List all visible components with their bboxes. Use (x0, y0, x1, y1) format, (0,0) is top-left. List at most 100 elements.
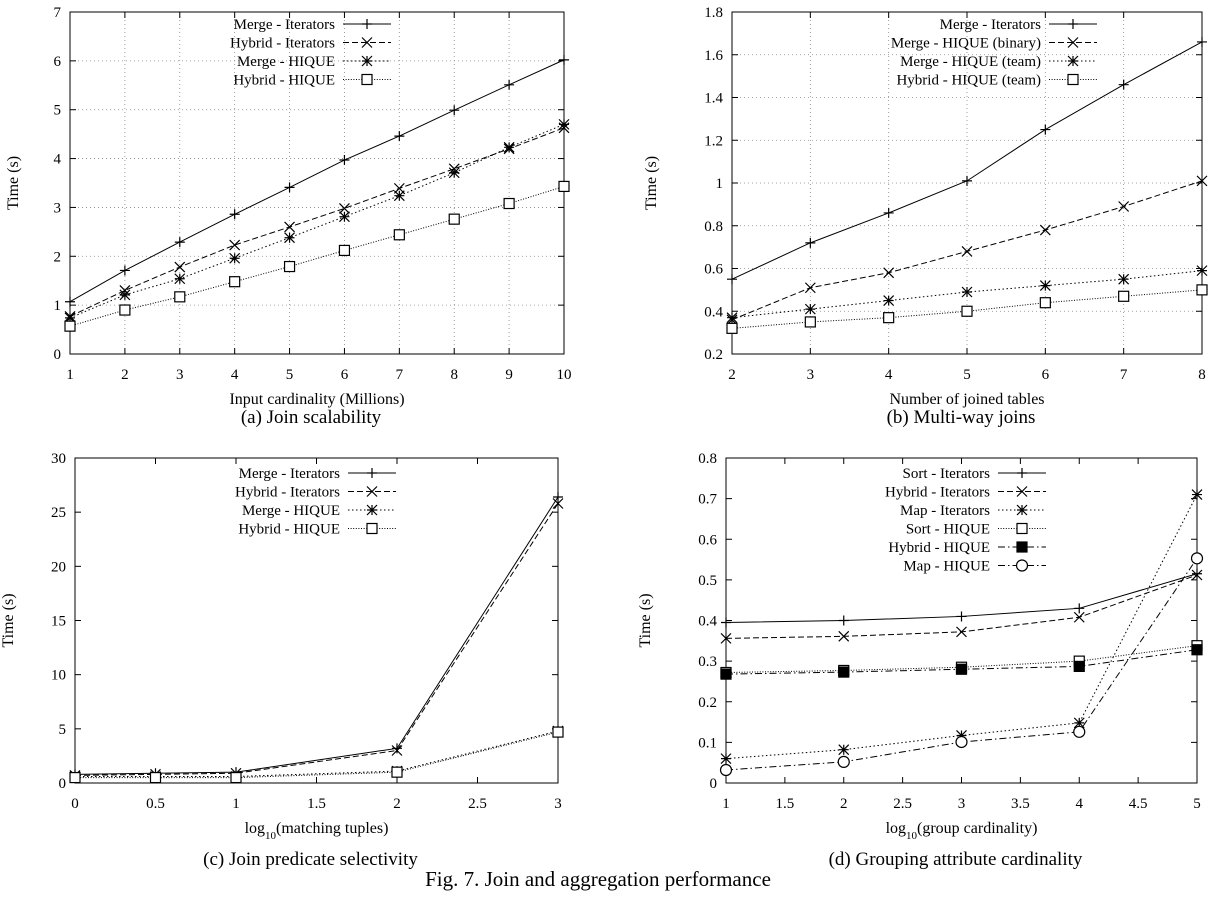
subfigure-caption: (c) Join predicate selectivity (203, 849, 418, 870)
y-tick-label: 1 (54, 298, 62, 314)
data-point-plus (449, 105, 460, 116)
x-tick-label: 9 (505, 367, 513, 383)
legend-label: Merge - Iterators (234, 17, 336, 33)
legend-label: Map - Iterators (900, 503, 990, 519)
x-tick-label: 2.5 (468, 796, 487, 812)
data-point-square (552, 726, 564, 738)
data-point-square (283, 260, 296, 273)
x-tick-label: 2 (393, 796, 401, 812)
legend-marker (1016, 541, 1028, 553)
y-tick-label: 0.6 (704, 262, 723, 278)
data-point-x (391, 745, 403, 756)
series-line (75, 731, 559, 779)
data-point-star (838, 744, 850, 756)
x-axis-label: log10(matching tuples) (245, 820, 389, 842)
x-tick-label: 8 (1198, 367, 1206, 383)
y-tick-label: 0 (710, 776, 718, 792)
y-tick-label: 0 (59, 776, 67, 792)
data-point-square (69, 771, 81, 784)
x-tick-label: 1 (232, 796, 240, 812)
data-point-star (64, 312, 76, 324)
y-tick-label: 0 (54, 347, 62, 363)
legend-label: Merge - HIQUE (binary) (891, 36, 1041, 52)
data-point-star (229, 252, 241, 264)
x-tick-label: 4 (231, 367, 239, 383)
series-line (69, 123, 565, 319)
legend-marker (1067, 55, 1079, 67)
y-tick-label: 25 (51, 505, 66, 521)
data-point-plus (1197, 36, 1207, 47)
legend-label: Merge - HIQUE (242, 503, 340, 519)
data-point-square (1039, 297, 1051, 309)
legend-label: Hybrid - HIQUE (233, 73, 335, 89)
legend-marker (361, 55, 373, 67)
data-point-x (720, 632, 732, 644)
data-point-star (1073, 717, 1085, 729)
data-point-circle (1190, 552, 1204, 565)
data-point-square (230, 771, 242, 784)
data-point-plus (838, 615, 849, 626)
data-point-star (339, 211, 350, 223)
data-point-filledsquare (1191, 644, 1203, 656)
legend-marker (361, 37, 373, 48)
legend-label: Merge - Iterators (239, 466, 341, 482)
x-axis-label: Number of joined tables (889, 391, 1044, 408)
x-tick-label: 7 (396, 367, 404, 383)
series-line (74, 496, 559, 775)
y-tick-label: 10 (51, 668, 66, 684)
y-tick-label: 0.2 (704, 347, 723, 363)
legend-marker (361, 73, 373, 86)
x-tick-label: 6 (1042, 367, 1050, 383)
data-point-plus (559, 54, 569, 65)
series-line (725, 645, 1198, 673)
data-point-square (119, 304, 131, 316)
data-point-star (284, 232, 295, 244)
y-tick-label: 1.8 (704, 5, 723, 21)
data-point-plus (962, 175, 972, 186)
y-tick-label: 0.1 (698, 735, 717, 751)
data-point-x (838, 630, 850, 642)
y-tick-label: 20 (51, 559, 66, 575)
data-point-square (804, 316, 816, 328)
data-point-x (552, 498, 564, 509)
y-tick-label: 0.5 (698, 573, 717, 589)
data-point-star (1191, 489, 1203, 500)
data-point-filledsquare (1073, 660, 1085, 673)
data-point-star (956, 730, 967, 741)
x-tick-label: 3 (554, 796, 562, 812)
x-tick-label: 5 (1193, 796, 1201, 812)
data-point-plus (229, 209, 240, 220)
data-point-plus (504, 79, 515, 90)
legend-marker (367, 468, 377, 478)
data-point-x (1039, 224, 1051, 236)
data-point-plus (394, 131, 405, 142)
data-point-star (119, 289, 131, 301)
legend-label: Sort - HIQUE (906, 522, 990, 538)
series-line (69, 127, 565, 317)
y-tick-label: 0.3 (698, 654, 717, 670)
data-point-plus (805, 237, 816, 248)
x-axis-label: Input cardinality (Millions) (229, 391, 404, 408)
series-line (731, 180, 1203, 321)
y-tick-label: 15 (51, 614, 66, 630)
data-point-plus (339, 155, 350, 166)
data-point-star (503, 141, 515, 153)
data-point-circle (837, 755, 850, 768)
legend-marker (1017, 468, 1027, 478)
data-point-star (726, 312, 738, 324)
data-point-plus (119, 265, 130, 276)
data-point-square (338, 244, 351, 257)
legend-marker (362, 19, 372, 29)
x-tick-label: 4 (1076, 796, 1084, 812)
data-point-star (1039, 280, 1051, 292)
x-tick-label: 5 (963, 367, 971, 383)
chart-d: 1 1.5 2 2.5 3 3.5 4 4.5 5 0 0.1 0.2 0.3 0.4 0.5 0.6 0.7 0… (637, 451, 1204, 870)
y-axis-label: Time (s) (643, 156, 660, 210)
data-point-plus (1192, 568, 1202, 579)
subfigure-caption: (b) Multi-way joins (887, 407, 1036, 428)
x-tick-label: 0.5 (146, 796, 165, 812)
data-point-square (883, 312, 895, 324)
legend-label: Hybrid - Iterators (885, 485, 990, 501)
data-point-star (1196, 265, 1208, 277)
